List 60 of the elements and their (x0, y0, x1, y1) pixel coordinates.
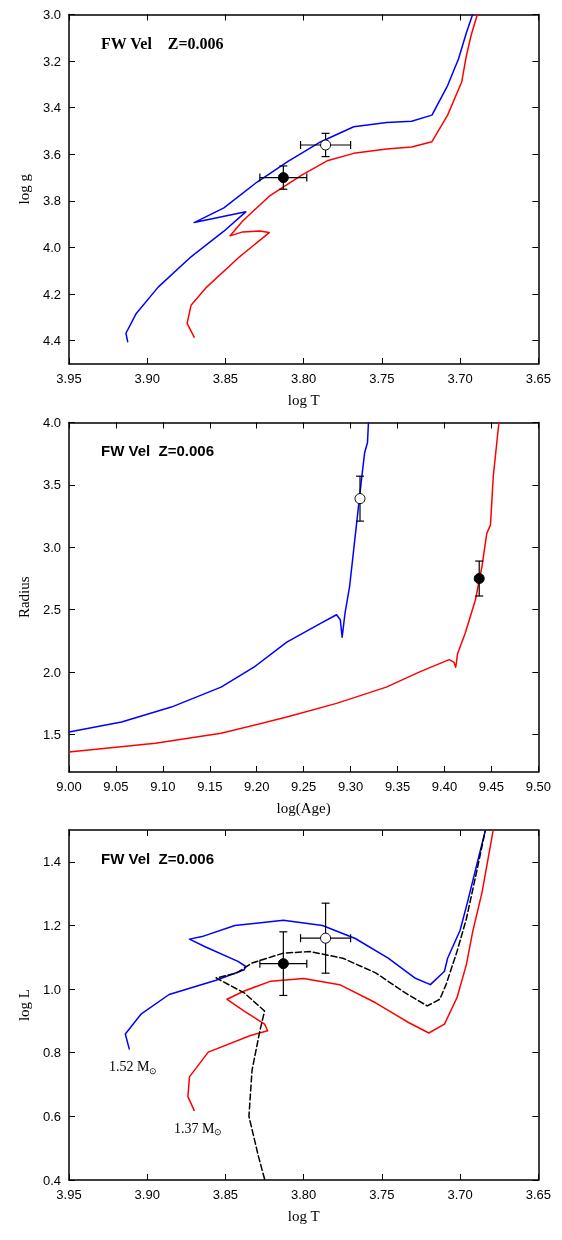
y-tick-label: 3.0 (42, 7, 61, 22)
y-tick-label: 3.6 (42, 146, 61, 162)
y-tick-label: 0.8 (42, 1045, 61, 1061)
x-tick-label: 9.50 (525, 779, 552, 794)
x-tick-label: 3.65 (525, 1187, 552, 1202)
x-tick-label: 9.40 (431, 779, 458, 794)
x-axis-title: log T (287, 1207, 320, 1224)
y-tick-label: 1.0 (42, 981, 61, 997)
x-tick-label: 3.90 (134, 1187, 160, 1202)
y-tick-label: 1.4 (42, 854, 61, 870)
x-tick-label: 9.10 (150, 779, 176, 794)
x-tick-label: 9.30 (337, 779, 364, 794)
x-tick-label: 3.65 (525, 371, 552, 386)
y-tick-label: 4.2 (42, 286, 61, 302)
x-tick-label: 3.80 (291, 1187, 317, 1202)
x-tick-label: 3.95 (56, 1187, 82, 1202)
line-series (68, 421, 370, 733)
annotation: 1.52 M⊙ (109, 1059, 158, 1076)
text: FW Vel Z=0.006 (101, 34, 224, 52)
y-tick-label: 3.0 (42, 539, 61, 555)
text: FW Vel Z=0.006 (101, 442, 214, 459)
y-tick-label: 4.0 (42, 240, 61, 255)
y-axis-title: log L (15, 988, 32, 1022)
y-tick-label: 4.4 (42, 333, 61, 349)
y-tick-label: 4.0 (42, 415, 61, 430)
x-tick-label: 9.15 (197, 779, 223, 794)
y-axis-title: Radius (15, 576, 32, 619)
x-tick-label: 3.95 (56, 371, 82, 386)
y-tick-label: 0.6 (42, 1108, 61, 1124)
text: FW Vel Z=0.006 (101, 850, 214, 867)
y-axis-title: log g (15, 173, 32, 205)
y-tick-label: 3.8 (42, 193, 61, 209)
y-tick-label: 2.0 (42, 664, 61, 680)
x-tick-label: 9.20 (244, 779, 270, 794)
y-tick-label: 2.5 (42, 602, 61, 618)
line-series (124, 830, 486, 1050)
x-tick-label: 9.05 (103, 779, 129, 794)
x-tick-label: 9.00 (56, 779, 82, 794)
line-series (125, 13, 474, 343)
y-tick-label: 3.4 (42, 100, 61, 116)
x-tick-label: 3.80 (291, 371, 317, 386)
y-tick-label: 1.2 (42, 917, 61, 933)
y-tick-label: 0.4 (42, 1172, 61, 1188)
y-tick-label: 3.5 (42, 477, 61, 493)
x-tick-label: 9.25 (291, 779, 317, 794)
annotation: 1.37 M⊙ (173, 1120, 223, 1138)
line-series (68, 421, 500, 753)
y-tick-label: 3.2 (42, 53, 61, 69)
x-axis-title: log(Age) (276, 799, 331, 817)
x-tick-label: 9.45 (478, 779, 505, 794)
x-tick-label: 9.35 (384, 779, 411, 794)
y-tick-label: 1.5 (42, 727, 61, 743)
x-tick-label: 3.70 (447, 371, 473, 386)
x-axis-title: log T (287, 391, 320, 408)
x-tick-label: 3.75 (369, 371, 395, 386)
x-tick-label: 3.75 (369, 1187, 395, 1202)
x-tick-label: 3.70 (447, 1187, 473, 1202)
x-tick-label: 3.85 (212, 1187, 239, 1202)
x-tick-label: 3.90 (134, 371, 160, 386)
x-tick-label: 3.85 (212, 371, 239, 386)
